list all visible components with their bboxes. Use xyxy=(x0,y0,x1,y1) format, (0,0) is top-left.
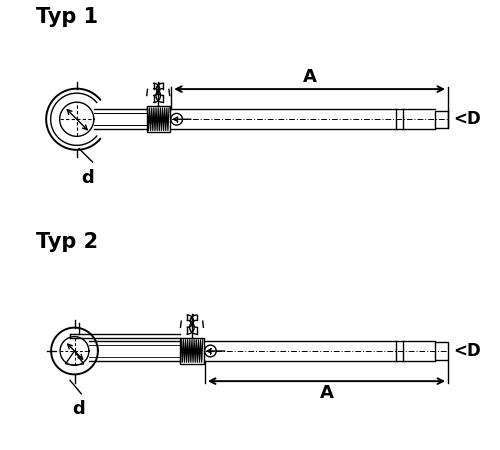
Text: Typ 2: Typ 2 xyxy=(36,232,98,252)
Bar xyxy=(180,338,204,364)
Text: d: d xyxy=(72,400,86,418)
Text: A: A xyxy=(302,68,316,86)
Bar xyxy=(434,342,448,360)
Text: <D: <D xyxy=(454,110,481,128)
Bar xyxy=(434,111,448,128)
Bar xyxy=(146,106,170,132)
Text: Typ 1: Typ 1 xyxy=(36,7,98,27)
Text: A: A xyxy=(320,384,334,402)
Text: d: d xyxy=(82,169,94,187)
Text: <D: <D xyxy=(454,342,481,360)
